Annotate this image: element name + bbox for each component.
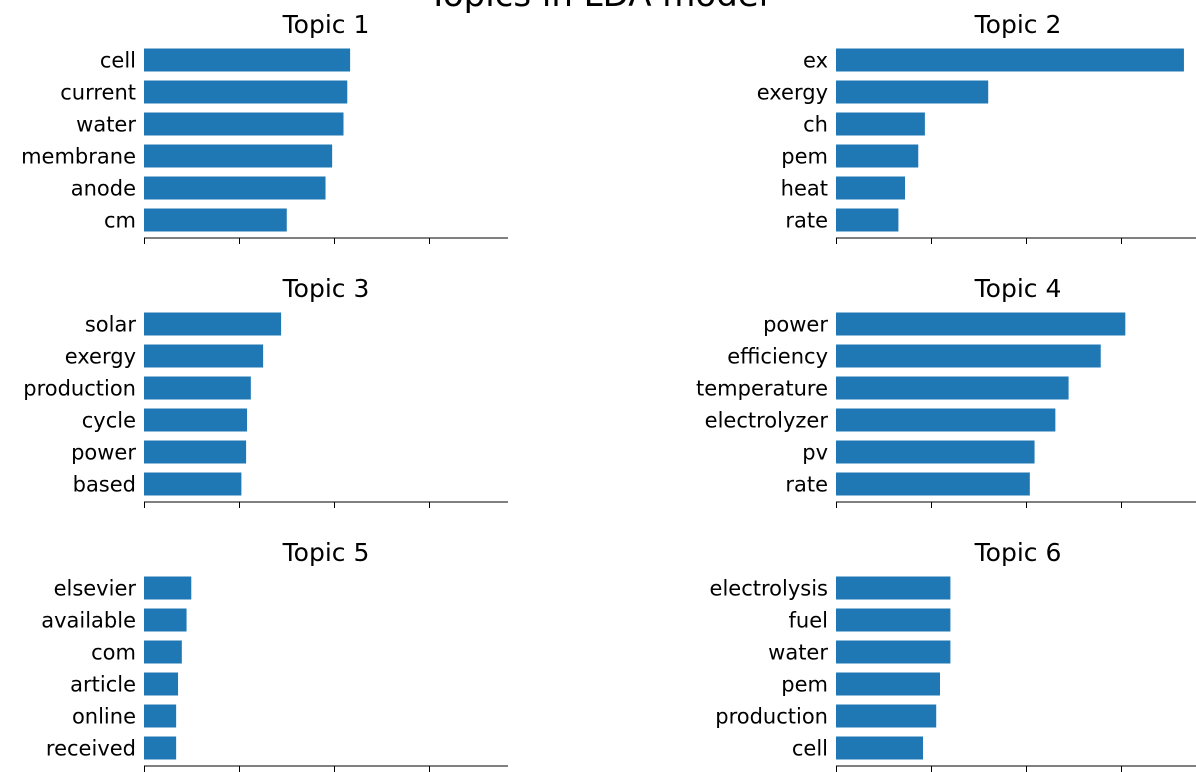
bar [144, 176, 326, 200]
bar [836, 640, 951, 664]
bar [836, 408, 1056, 432]
bar [144, 344, 264, 368]
y-tick-label: cm [104, 209, 136, 233]
y-tick-label: production [715, 705, 828, 729]
bar [836, 576, 951, 600]
bar [144, 408, 248, 432]
y-tick-label: pem [781, 145, 828, 169]
y-tick-label: cell [100, 49, 136, 73]
bar [144, 440, 247, 464]
bar [144, 144, 333, 168]
y-tick-label: article [70, 673, 136, 697]
bar [836, 112, 925, 136]
y-tick-label: solar [85, 313, 136, 337]
bar [144, 672, 179, 696]
y-tick-label: electrolysis [710, 577, 828, 601]
chart-panel-6: Topic 6 electrolysis fuel water pem productio… [710, 538, 1196, 772]
bar [144, 576, 192, 600]
y-tick-label: fuel [789, 609, 828, 633]
bar [836, 176, 906, 200]
y-tick-label: anode [71, 177, 136, 201]
y-tick-label: power [763, 313, 828, 337]
bar [836, 736, 923, 760]
panel-title: Topic 4 [974, 274, 1062, 303]
y-tick-label: cell [792, 737, 828, 761]
bar [144, 704, 177, 728]
bar [836, 312, 1126, 336]
bar [144, 736, 177, 760]
chart-panels: Topic 1cellcurrentwatermembraneanodecmTo… [21, 10, 1196, 772]
bar [144, 376, 251, 400]
y-tick-label: power [71, 441, 136, 465]
y-tick-label: heat [781, 177, 828, 201]
bar [144, 48, 351, 72]
y-tick-label: exergy [757, 81, 828, 105]
y-tick-label: ch [803, 113, 828, 137]
y-tick-label: received [46, 737, 136, 761]
y-tick-label: water [768, 641, 828, 665]
bar [836, 672, 940, 696]
y-tick-label: based [73, 473, 136, 497]
bar [144, 80, 348, 104]
chart-panel-5: Topic 5 elsevier available com article online… [41, 538, 508, 772]
bar [836, 440, 1035, 464]
bar [144, 112, 344, 136]
figure-suptitle: Topics in LDA model [427, 0, 768, 15]
y-tick-label: rate [785, 473, 828, 497]
bar [836, 344, 1101, 368]
y-tick-label: temperature [696, 377, 828, 401]
bar [836, 48, 1184, 72]
panel-title: Topic 2 [974, 10, 1062, 39]
bar [836, 376, 1069, 400]
y-tick-label: membrane [21, 145, 136, 169]
chart-panel-3: Topic 3 solar exergy production cycle power ba… [23, 274, 508, 508]
bar [836, 608, 951, 632]
y-tick-label: pv [802, 441, 828, 465]
chart-panel-1: Topic 1 cell current water membrane anode cm [21, 10, 508, 244]
y-tick-label: com [91, 641, 136, 665]
bar [836, 472, 1030, 496]
y-tick-label: cycle [82, 409, 136, 433]
bar [836, 704, 937, 728]
y-tick-label: exergy [65, 345, 136, 369]
chart-panel-4: Topic 4 power efficiency temperature electro… [696, 274, 1196, 508]
bar [836, 144, 919, 168]
bar [144, 312, 282, 336]
bar [144, 472, 242, 496]
bar [836, 80, 989, 104]
y-tick-label: efficiency [727, 345, 828, 369]
y-tick-label: current [60, 81, 136, 105]
bar [144, 608, 187, 632]
y-tick-label: ex [803, 49, 828, 73]
y-tick-label: available [41, 609, 136, 633]
y-tick-label: production [23, 377, 136, 401]
panel-title: Topic 1 [282, 10, 370, 39]
y-tick-label: electrolyzer [705, 409, 829, 433]
panel-title: Topic 5 [282, 538, 370, 567]
panel-title: Topic 3 [282, 274, 370, 303]
y-tick-label: online [72, 705, 136, 729]
bar [144, 640, 182, 664]
y-tick-label: pem [781, 673, 828, 697]
y-tick-label: water [76, 113, 136, 137]
y-tick-label: elsevier [54, 577, 137, 601]
y-tick-label: rate [785, 209, 828, 233]
bar [144, 208, 287, 232]
chart-panel-2: Topic 2 ex exergy ch pem heat rate [757, 10, 1196, 244]
bar [836, 208, 899, 232]
panel-title: Topic 6 [974, 538, 1062, 567]
